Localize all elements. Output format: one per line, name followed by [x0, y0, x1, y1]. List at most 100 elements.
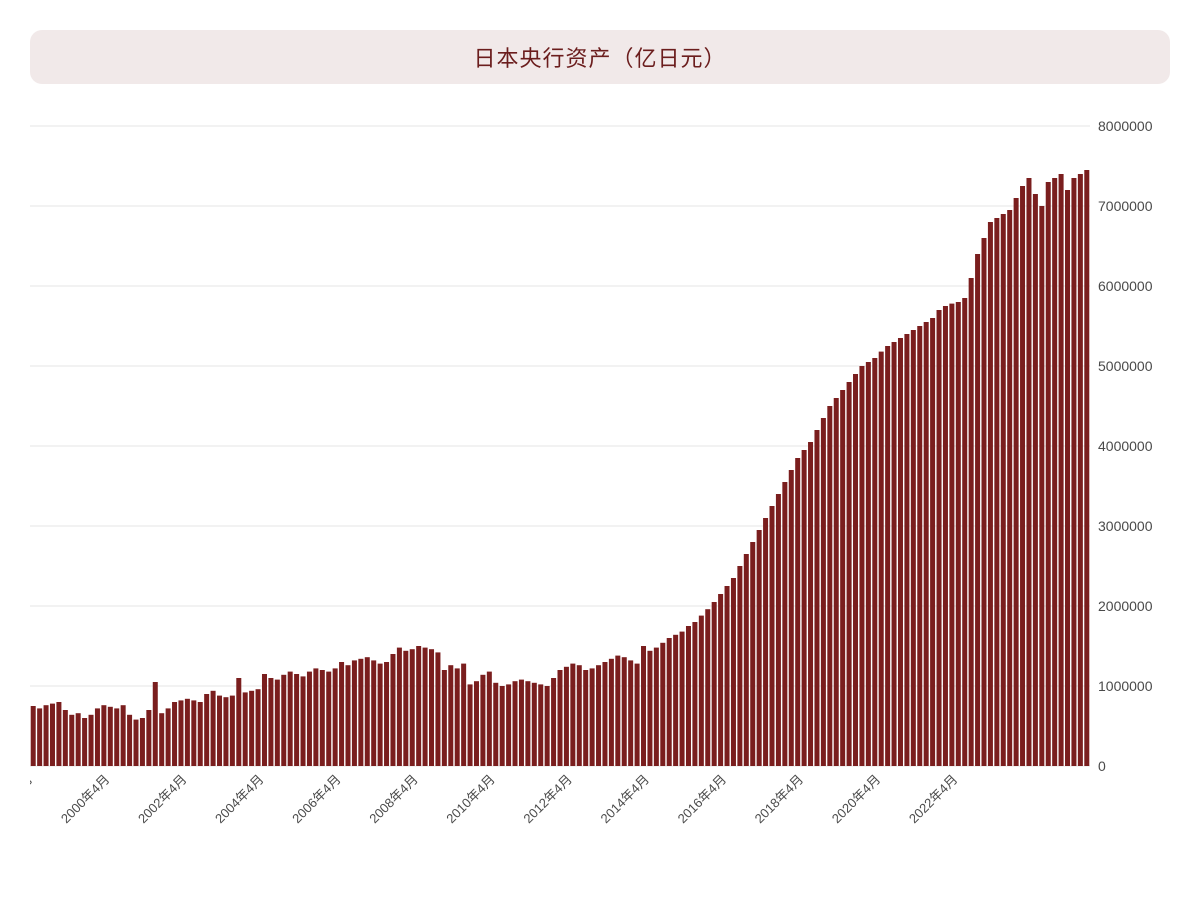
bar — [371, 660, 376, 766]
x-tick-label: 2000年4月 — [58, 772, 113, 827]
bar — [365, 657, 370, 766]
bar — [975, 254, 980, 766]
bar — [725, 586, 730, 766]
bar — [1033, 194, 1038, 766]
bar — [403, 651, 408, 766]
bar — [641, 646, 646, 766]
bar — [185, 699, 190, 766]
bar — [95, 708, 100, 766]
bar — [178, 700, 183, 766]
bar — [808, 442, 813, 766]
bar — [622, 657, 627, 766]
bar — [699, 616, 704, 766]
bar — [397, 648, 402, 766]
bar — [121, 705, 126, 766]
bar — [538, 684, 543, 766]
bar — [519, 680, 524, 766]
bar — [885, 346, 890, 766]
bar — [647, 651, 652, 766]
bar — [204, 694, 209, 766]
bar — [892, 342, 897, 766]
bar — [551, 678, 556, 766]
bar — [313, 668, 318, 766]
bar — [275, 680, 280, 766]
bar — [333, 668, 338, 766]
bar — [628, 660, 633, 766]
bar — [904, 334, 909, 766]
bar — [500, 686, 505, 766]
bar — [590, 668, 595, 766]
bar — [249, 691, 254, 766]
bar — [847, 382, 852, 766]
bar — [814, 430, 819, 766]
bar — [1071, 178, 1076, 766]
bar — [866, 362, 871, 766]
bar — [69, 715, 74, 766]
bar — [1039, 206, 1044, 766]
bar — [853, 374, 858, 766]
chart-area: 0100000020000003000000400000050000006000… — [30, 116, 1170, 866]
bar — [493, 683, 498, 766]
bar — [680, 632, 685, 766]
bar — [435, 652, 440, 766]
bar — [474, 681, 479, 766]
bar — [513, 681, 518, 766]
bar — [461, 664, 466, 766]
bar — [557, 670, 562, 766]
bar — [827, 406, 832, 766]
bar — [198, 702, 203, 766]
bar — [82, 718, 87, 766]
bar — [795, 458, 800, 766]
bar — [705, 609, 710, 766]
bar — [776, 494, 781, 766]
bar — [268, 678, 273, 766]
bar — [769, 506, 774, 766]
y-tick-label: 2000000 — [1098, 598, 1153, 614]
bar — [101, 705, 106, 766]
y-tick-label: 6000000 — [1098, 278, 1153, 294]
bar — [757, 530, 762, 766]
bar — [737, 566, 742, 766]
bar — [410, 649, 415, 766]
bar — [1052, 178, 1057, 766]
x-tick-label: 2002年4月 — [135, 772, 190, 827]
bar — [133, 720, 138, 766]
bar — [166, 708, 171, 766]
bar — [56, 702, 61, 766]
bar — [602, 662, 607, 766]
x-tick-label: 2004年4月 — [212, 772, 267, 827]
bar — [217, 696, 222, 766]
bar — [63, 710, 68, 766]
bar — [223, 697, 228, 766]
bar — [146, 710, 151, 766]
bar — [949, 304, 954, 766]
bar — [294, 674, 299, 766]
bar — [448, 665, 453, 766]
bar — [159, 713, 164, 766]
bar — [615, 656, 620, 766]
bar — [487, 672, 492, 766]
bar — [577, 665, 582, 766]
bar — [962, 298, 967, 766]
x-tick-label: 2022年4月 — [906, 772, 961, 827]
bar — [802, 450, 807, 766]
bar — [911, 330, 916, 766]
bar — [532, 683, 537, 766]
bar — [1065, 190, 1070, 766]
y-tick-label: 4000000 — [1098, 438, 1153, 454]
bar — [262, 674, 267, 766]
bar — [76, 713, 81, 766]
bar — [358, 659, 363, 766]
bar — [50, 704, 55, 766]
y-tick-label: 1000000 — [1098, 678, 1153, 694]
bar — [956, 302, 961, 766]
bar — [172, 702, 177, 766]
bar — [114, 708, 119, 766]
bar — [230, 696, 235, 766]
bar — [750, 542, 755, 766]
bar — [108, 707, 113, 766]
bar — [1007, 210, 1012, 766]
bar — [789, 470, 794, 766]
y-tick-label: 5000000 — [1098, 358, 1153, 374]
bar — [256, 689, 261, 766]
